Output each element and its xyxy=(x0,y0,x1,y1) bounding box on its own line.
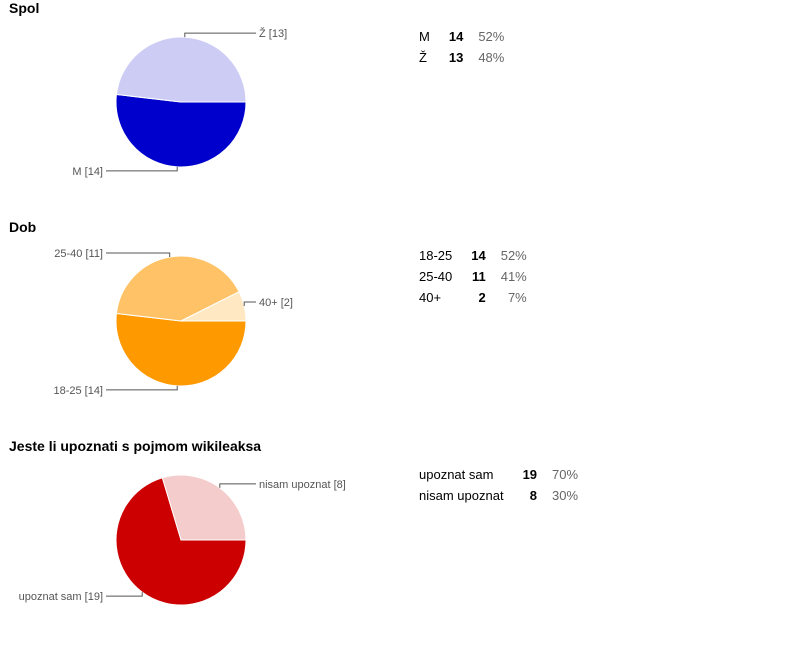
callout-leader-line xyxy=(106,166,178,172)
summary-percent: 52% xyxy=(500,248,527,263)
pie-slice xyxy=(115,36,247,103)
summary-row: upoznat sam 19 70% xyxy=(414,464,583,485)
chart-title: Spol xyxy=(9,0,40,16)
slice-callout-label: nisam upoznat [8] xyxy=(259,479,346,491)
pie-slice xyxy=(115,93,247,168)
summary-count: 8 xyxy=(529,488,538,503)
callout-leader-line xyxy=(106,385,178,391)
slice-callout-label: Ž [13] xyxy=(259,27,287,40)
callout-leader-line xyxy=(243,301,256,306)
chart-title: Jeste li upoznati s pojmom wikileaksa xyxy=(9,438,262,454)
summary-category: nisam upoznat xyxy=(419,488,504,503)
summary-table-dob: 18-25 14 52% 25-40 11 41% 40+ 2 7% xyxy=(414,245,532,308)
pie-slice xyxy=(161,474,247,541)
chart-title: Dob xyxy=(9,219,37,235)
pie-slice xyxy=(115,255,240,322)
summary-category: 40+ xyxy=(419,290,442,305)
callout-leader-line xyxy=(219,483,256,488)
summary-category: M xyxy=(419,29,430,44)
summary-count: 19 xyxy=(522,467,538,482)
summary-percent: 41% xyxy=(500,269,527,284)
summary-percent: 52% xyxy=(478,29,505,44)
slice-callout-label: M [14] xyxy=(72,166,103,178)
chart-section-wikileaks: Jeste li upoznati s pojmom wikileaksa up… xyxy=(0,438,797,648)
summary-percent: 7% xyxy=(507,290,527,305)
chart-section-spol: Spol M [14] Ž [13] M 14 52% Ž 13 48% xyxy=(0,0,797,210)
summary-category: 18-25 xyxy=(419,248,453,263)
summary-percent: 48% xyxy=(478,50,505,65)
pie-chart-dob: 18-25 [14] 25-40 [11] 40+ [2] xyxy=(53,248,293,397)
summary-row: M 14 52% xyxy=(414,26,509,47)
slice-callout-label: upoznat sam [19] xyxy=(19,591,103,603)
summary-percent: 30% xyxy=(552,488,579,503)
summary-row: nisam upoznat 8 30% xyxy=(414,485,583,506)
callout-leader-line xyxy=(106,592,143,597)
callout-leader-line xyxy=(184,32,256,38)
chart-section-dob: Dob 18-25 [14] 25-40 [11] 40+ [2] 18-25 14… xyxy=(0,219,797,429)
pie-chart-spol: M [14] Ž [13] xyxy=(72,27,287,178)
summary-category: 25-40 xyxy=(419,269,453,284)
summary-category: upoznat sam xyxy=(419,467,494,482)
slice-callout-label: 25-40 [11] xyxy=(54,248,103,260)
callout-leader-line xyxy=(106,252,171,257)
pie-slice xyxy=(115,312,247,387)
summary-category: Ž xyxy=(419,50,427,65)
pie-slice xyxy=(180,291,247,322)
summary-row: 40+ 2 7% xyxy=(414,287,532,308)
slice-callout-label: 18-25 [14] xyxy=(53,385,103,397)
summary-row: 18-25 14 52% xyxy=(414,245,532,266)
summary-count: 13 xyxy=(448,50,464,65)
summary-count: 14 xyxy=(448,29,464,44)
summary-count: 14 xyxy=(471,248,486,263)
summary-percent: 70% xyxy=(552,467,579,482)
summary-count: 2 xyxy=(478,290,486,305)
summary-row: Ž 13 48% xyxy=(414,47,509,68)
summary-table-spol: M 14 52% Ž 13 48% xyxy=(414,26,509,68)
slice-callout-label: 40+ [2] xyxy=(259,297,293,309)
summary-row: 25-40 11 41% xyxy=(414,266,532,287)
pie-chart-wikileaks: upoznat sam [19] nisam upoznat [8] xyxy=(19,474,346,606)
pie-slice xyxy=(115,477,247,606)
summary-count: 11 xyxy=(471,269,486,284)
summary-table-wikileaks: upoznat sam 19 70% nisam upoznat 8 30% xyxy=(414,464,583,506)
